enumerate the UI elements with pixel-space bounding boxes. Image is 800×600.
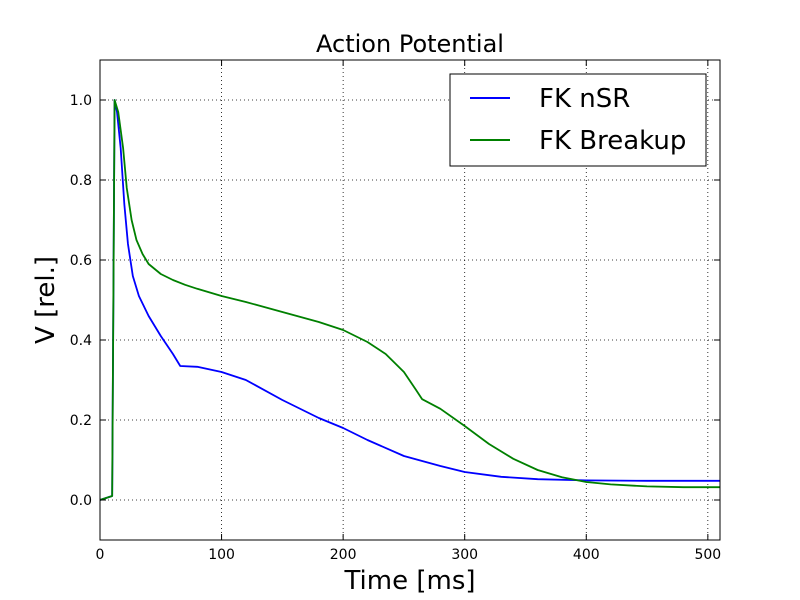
x-tick-label: 300 (451, 547, 478, 563)
legend-label-fk-breakup: FK Breakup (539, 126, 686, 156)
x-tick-label: 0 (96, 547, 105, 563)
x-tick-label: 500 (694, 547, 721, 563)
plot-frame (99, 59, 721, 541)
y-tick-label: 0.4 (70, 333, 92, 349)
y-tick-label: 0.2 (70, 413, 92, 429)
series-lines (100, 99, 720, 501)
axis-ticks: 0 100 200 300 400 500 0.0 0.2 0.4 0.6 0.8 1.0 (70, 60, 721, 563)
legend: FK nSR FK Breakup (449, 73, 707, 167)
y-tick-label: 0.6 (70, 253, 92, 269)
chart-title: Action Potential (316, 30, 504, 58)
legend-label-fk-nsr: FK nSR (539, 84, 630, 114)
series-line-fk-nsr (100, 99, 720, 501)
x-tick-label: 100 (208, 547, 235, 563)
legend-box (449, 73, 707, 167)
series-line-fk-breakup (100, 99, 720, 501)
x-tick-label: 200 (330, 547, 357, 563)
y-axis-label: V [rel.] (31, 256, 61, 344)
y-tick-label: 0.8 (70, 173, 92, 189)
x-tick-label: 400 (573, 547, 600, 563)
y-tick-label: 0.0 (70, 493, 92, 509)
x-axis-label: Time [ms] (343, 566, 475, 596)
y-tick-label: 1.0 (70, 93, 92, 109)
